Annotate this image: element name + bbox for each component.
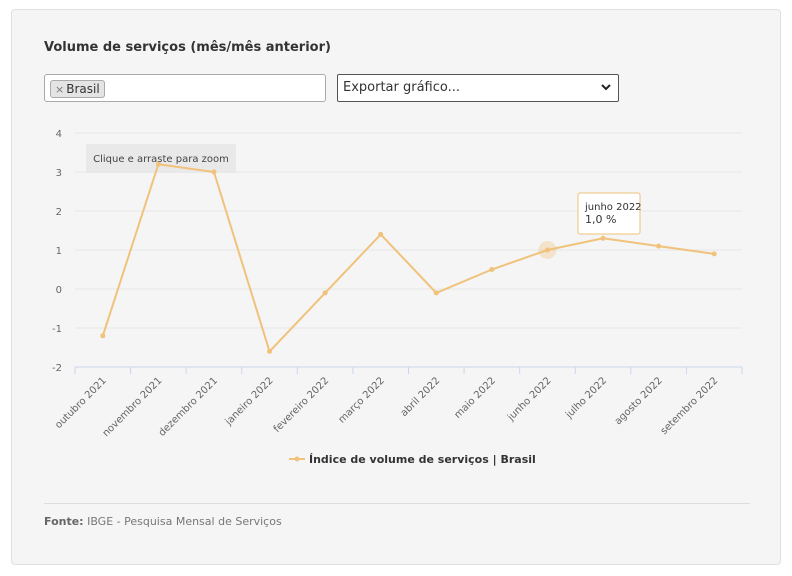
y-tick-label: 4 (56, 129, 62, 140)
x-tick-label: novembro 2021 (101, 375, 165, 439)
tooltip: junho 2022 1,0 % (577, 192, 642, 235)
data-point[interactable] (544, 247, 550, 253)
y-tick-label: 1 (56, 246, 62, 257)
x-tick-label: janeiro 2022 (223, 375, 276, 428)
x-tick-label: junho 2022 (505, 375, 553, 423)
legend-marker (294, 456, 300, 462)
tooltip-value: 1,0 % (585, 213, 616, 226)
export-select[interactable]: Exportar gráfico... (337, 74, 619, 102)
data-point[interactable] (656, 243, 662, 249)
data-point[interactable] (267, 348, 273, 354)
data-point[interactable] (433, 290, 439, 296)
y-tick-label: 0 (56, 285, 62, 296)
zoom-hint-box (86, 144, 236, 173)
data-point[interactable] (211, 169, 217, 175)
data-point[interactable] (489, 267, 495, 272)
x-tick-label: agosto 2022 (613, 375, 665, 427)
chart-title: Volume de serviços (mês/mês anterior) (44, 40, 331, 55)
data-point[interactable] (322, 290, 328, 296)
source-note: Fonte: IBGE - Pesquisa Mensal de Serviço… (44, 515, 282, 528)
x-tick-label: maio 2022 (452, 375, 498, 421)
footer-divider (44, 503, 750, 504)
location-filter[interactable]: × Brasil (44, 74, 326, 102)
filter-tag-label: Brasil (66, 82, 100, 96)
legend[interactable]: Índice de volume de serviços | Brasil (289, 453, 536, 466)
y-tick-label: 3 (56, 168, 62, 179)
y-tick-label: -2 (52, 363, 62, 374)
x-tick-label: abril 2022 (399, 375, 443, 419)
data-point[interactable] (100, 333, 106, 339)
source-label: Fonte: (44, 515, 84, 528)
source-text: IBGE - Pesquisa Mensal de Serviços (87, 515, 282, 528)
y-tick-label: 2 (56, 207, 62, 218)
x-tick-label: setembro 2022 (659, 375, 721, 437)
x-tick-label: fevereiro 2022 (272, 375, 332, 435)
data-point[interactable] (600, 235, 606, 241)
legend-label[interactable]: Índice de volume de serviços | Brasil (309, 453, 536, 466)
export-label: Exportar gráfico... (343, 80, 461, 95)
chevron-down-icon (600, 75, 612, 111)
x-tick-label: outubro 2021 (53, 375, 109, 431)
series-line[interactable] (101, 163, 715, 354)
y-tick-label: -1 (52, 324, 62, 335)
data-point[interactable] (378, 231, 384, 237)
filter-tag-brasil[interactable]: × Brasil (50, 80, 105, 98)
remove-tag-icon[interactable]: × (55, 83, 65, 96)
x-tick-label: março 2022 (337, 375, 387, 425)
zoom-hint: Clique e arraste para zoom (93, 154, 229, 165)
tooltip-title: junho 2022 (584, 202, 642, 213)
data-point[interactable] (711, 251, 717, 257)
x-tick-label: julho 2022 (563, 375, 609, 421)
tooltip-box (577, 192, 641, 235)
x-tick-label: dezembro 2021 (157, 375, 220, 438)
data-point[interactable] (155, 161, 161, 167)
